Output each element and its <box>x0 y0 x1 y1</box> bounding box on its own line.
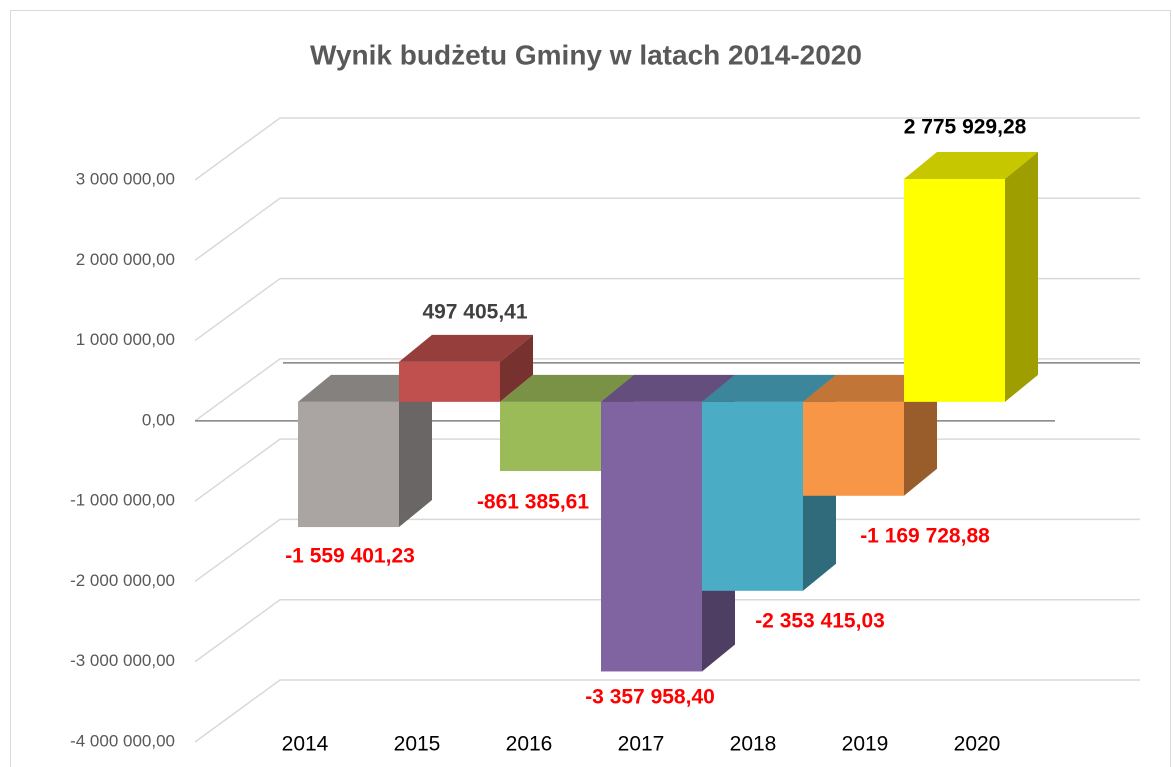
y-tick-label: 3 000 000,00 <box>76 169 175 188</box>
bar-top <box>399 334 533 362</box>
bar-front <box>803 401 904 496</box>
y-tick-label: 1 000 000,00 <box>76 330 175 349</box>
bar-front <box>904 178 1005 402</box>
y-tick-label: 0,00 <box>142 410 175 429</box>
y-tick-label: -3 000 000,00 <box>70 651 175 670</box>
grid-line <box>194 679 1140 743</box>
x-tick-label: 2020 <box>954 733 1001 756</box>
data-label: 2 775 929,28 <box>904 116 1027 139</box>
data-label: -1 559 401,23 <box>285 545 415 568</box>
y-tick-label: 2 000 000,00 <box>76 250 175 269</box>
bar-front <box>399 361 500 402</box>
bar-top <box>803 374 937 402</box>
x-tick-label: 2018 <box>730 733 777 756</box>
grid-line <box>194 598 1140 663</box>
bar-front <box>500 401 601 472</box>
data-label: -861 385,61 <box>477 491 589 514</box>
y-tick-label: -4 000 000,00 <box>70 731 175 750</box>
grid-line <box>194 197 1140 261</box>
bar-side <box>500 334 533 402</box>
x-tick-label: 2014 <box>282 733 329 756</box>
bar-front <box>298 401 399 528</box>
y-tick-label: -1 000 000,00 <box>70 491 175 510</box>
x-tick-label: 2017 <box>618 733 665 756</box>
data-label: -3 357 958,40 <box>585 686 715 709</box>
bar-side <box>399 374 432 528</box>
bar-side <box>1005 151 1038 402</box>
bar-top <box>702 374 836 402</box>
grid-line <box>194 518 1140 583</box>
bar-top <box>298 374 432 402</box>
grid-line <box>194 117 1140 181</box>
data-label: -2 353 415,03 <box>755 610 885 633</box>
bar-front <box>601 401 702 672</box>
bar-side <box>904 374 937 496</box>
data-label: -1 169 728,88 <box>860 525 990 548</box>
data-label: 497 405,41 <box>422 301 527 324</box>
x-tick-label: 2016 <box>506 733 553 756</box>
grid-line <box>194 358 1140 422</box>
chart-title: Wynik budżetu Gminy w latach 2014-2020 <box>310 39 862 70</box>
x-tick-label: 2019 <box>842 733 889 756</box>
bar-top <box>500 374 634 402</box>
bar-top <box>601 374 735 402</box>
bar-front <box>702 401 803 591</box>
y-tick-label: -2 000 000,00 <box>70 571 175 590</box>
bar-top <box>904 151 1038 179</box>
x-tick-label: 2015 <box>394 733 441 756</box>
grid-line <box>194 277 1140 342</box>
